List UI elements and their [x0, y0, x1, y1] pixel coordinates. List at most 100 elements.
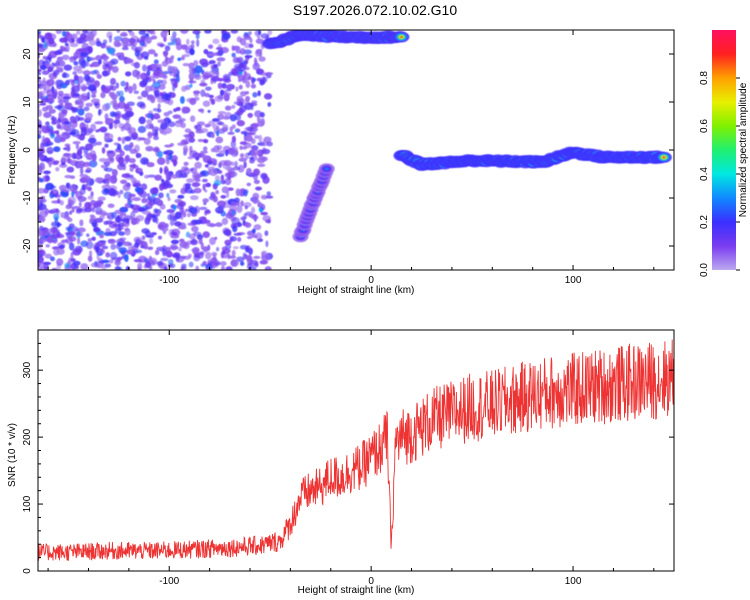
spectrogram-noise-blob [158, 63, 163, 70]
spectrogram-noise-blob [85, 241, 94, 250]
spectrogram-noise-blob [257, 90, 261, 97]
spectrogram-noise-blob [167, 65, 172, 73]
spectrogram-noise-blob [129, 142, 134, 149]
spectrogram-noise-blob [93, 227, 101, 232]
colorbar-tick-label: 0.0 [699, 263, 710, 277]
spectrogram-noise-blob [73, 61, 79, 66]
spectrogram-noise-blob [194, 161, 202, 169]
spectrogram-noise-blob [210, 75, 220, 82]
spectrogram-noise-blob [129, 37, 135, 45]
spectrogram-noise-blob [50, 116, 57, 121]
spectrogram-noise-blob [108, 91, 115, 97]
spectrogram-noise-blob [118, 225, 122, 232]
spectrogram-noise-blob [72, 260, 81, 266]
spectrogram-noise-blob [109, 175, 118, 184]
spectrogram-noise-blob [159, 69, 163, 74]
spectrogram-noise-blob [212, 38, 220, 45]
spectrogram-noise-blob [224, 239, 232, 246]
spectrogram-noise-blob [232, 45, 241, 51]
spectrogram-noise-blob [190, 43, 195, 50]
spectrogram-noise-blob [101, 212, 110, 216]
spectrogram-noise-blob [172, 204, 177, 211]
spectrogram-noise-blob [202, 146, 208, 152]
spectrogram-ytick-label: 20 [22, 48, 33, 60]
spectrogram-noise-blob [245, 135, 253, 142]
spectrogram-noise-blob [189, 115, 196, 123]
spectrogram-noise-blob [261, 148, 271, 155]
spectrogram-noise-blob [178, 169, 184, 173]
spectrogram-noise-blob [72, 71, 77, 76]
spectrogram-noise-blob [130, 131, 139, 140]
spectrogram-noise-blob [50, 133, 55, 139]
spectrogram-xlabel: Height of straight line (km) [298, 285, 415, 296]
spectrogram-noise-blob [202, 231, 210, 238]
spectrogram-noise-blob [72, 248, 82, 256]
spectrogram-noise-blob [41, 36, 46, 43]
spectrogram-noise-blob [132, 83, 137, 92]
spectrogram-noise-blob [183, 161, 189, 166]
spectrogram-noise-blob [253, 57, 258, 65]
spectrogram-noise-blob [253, 255, 261, 259]
spectrogram-noise-blob [144, 56, 149, 60]
spectrogram-noise-blob [145, 36, 152, 44]
spectrogram-noise-blob [252, 196, 259, 204]
spectrogram-noise-blob [252, 62, 261, 71]
spectrogram-noise-blob [38, 229, 43, 237]
spectrogram-noise-blob [204, 123, 211, 128]
spectrogram-noise-blob [89, 250, 93, 258]
spectrogram-noise-blob [221, 186, 230, 194]
spectrogram-noise-blob [38, 109, 42, 117]
spectrogram-noise-blob [257, 202, 264, 208]
spectrogram-noise-blob [95, 210, 100, 215]
spectrogram-noise-blob [89, 63, 95, 68]
spectrogram-noise-blob [77, 82, 81, 89]
spectrogram-noise-blob [70, 230, 76, 236]
spectrogram-noise-blob [150, 232, 157, 236]
spectrogram-xtick-label: -100 [159, 275, 179, 286]
spectrogram-noise-blob [137, 96, 143, 100]
spectrogram-noise-blob [250, 145, 259, 151]
spectrogram-noise-blob [171, 228, 181, 237]
spectrogram-noise-blob [87, 255, 93, 262]
spectrogram-noise-blob [145, 123, 154, 130]
spectrogram-noise-blob [263, 136, 272, 143]
spectrogram-noise-blob [244, 255, 252, 260]
spectrogram-noise-blob [243, 32, 249, 36]
spectrogram-noise-blob [181, 85, 187, 92]
spectrogram-noise-blob [100, 91, 106, 99]
spectrogram-noise-blob [234, 197, 240, 203]
spectrogram-noise-blob [68, 242, 75, 251]
spectrogram-noise-blob [106, 47, 115, 55]
spectrogram-noise-blob [147, 196, 156, 201]
spectrogram-noise-blob [69, 175, 76, 180]
spectrogram-noise-blob [231, 124, 236, 130]
spectrogram-noise-blob [154, 90, 159, 98]
spectrogram-noise-blob [249, 37, 253, 44]
spectrogram-noise-blob [103, 231, 113, 237]
spectrogram-noise-blob [196, 39, 200, 47]
spectrogram-noise-blob [42, 55, 48, 60]
spectrogram-noise-blob [222, 124, 229, 132]
spectrogram-noise-blob [169, 142, 175, 147]
spectrogram-noise-blob [135, 249, 143, 254]
spectrogram-noise-blob [210, 257, 218, 264]
spectrogram-noise-blob [105, 181, 110, 187]
spectrogram-noise-blob [69, 184, 77, 192]
spectrogram-noise-blob [58, 113, 64, 120]
snr-plot: -100 0 100 0 100 200 300 Height of straight l… [7, 329, 675, 596]
spectrogram-noise-blob [258, 134, 263, 143]
spectrogram-noise-blob [155, 128, 159, 135]
spectrogram-noise-blob [128, 85, 133, 94]
spectrogram-noise-blob [236, 98, 245, 102]
spectrogram-noise-blob [141, 38, 145, 44]
spectrogram-noise-blob [202, 260, 207, 266]
spectrogram-noise-blob [208, 60, 216, 65]
spectrogram-noise-blob [209, 237, 216, 246]
spectrogram-noise-blob [207, 109, 211, 113]
spectrogram-noise-blob [152, 187, 159, 192]
spectrogram-track-segment [399, 35, 404, 39]
spectrogram-noise-blob [94, 121, 104, 125]
spectrogram-noise-blob [102, 59, 108, 65]
spectrogram-noise-blob [108, 133, 114, 140]
spectrogram-noise-blob [239, 48, 246, 55]
